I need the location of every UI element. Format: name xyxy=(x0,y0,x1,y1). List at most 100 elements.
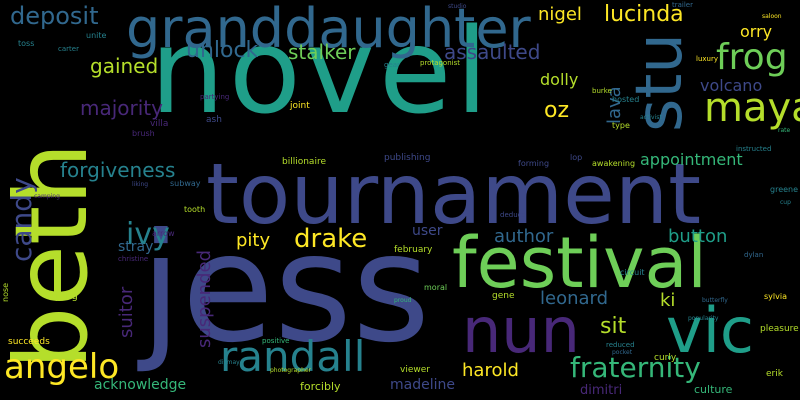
cloud-word: candy xyxy=(5,177,38,262)
cloud-word: positive xyxy=(262,337,290,345)
cloud-word: popularity xyxy=(688,315,719,322)
cloud-word: arrow xyxy=(152,229,175,238)
cloud-word: nose xyxy=(1,282,10,302)
cloud-word: jung xyxy=(56,291,78,302)
cloud-word: moral xyxy=(424,283,448,292)
cloud-word: tournament xyxy=(206,145,702,243)
cloud-word: author xyxy=(494,226,554,247)
cloud-word: erik xyxy=(766,369,783,379)
cloud-word: dismay xyxy=(218,359,240,366)
cloud-word: suspended xyxy=(194,250,215,348)
cloud-word: randall xyxy=(220,332,366,381)
cloud-word: maya xyxy=(704,85,800,131)
cloud-word: succeeds xyxy=(8,337,50,347)
cloud-word: stalker xyxy=(288,40,356,64)
cloud-word: hosted xyxy=(612,95,640,104)
cloud-word: unlock xyxy=(186,38,259,63)
cloud-word: pocket xyxy=(612,349,633,356)
cloud-word: burke xyxy=(592,87,612,95)
cloud-word: billionaire xyxy=(282,157,326,167)
cloud-word: pleasure xyxy=(760,324,799,334)
cloud-word: curly xyxy=(654,353,677,363)
cloud-word: awakening xyxy=(592,159,636,168)
cloud-word: leonard xyxy=(540,288,609,309)
cloud-word: carter xyxy=(58,45,79,53)
cloud-word: stray xyxy=(118,239,154,255)
cloud-word: dolly xyxy=(540,70,579,89)
cloud-word: gained xyxy=(90,54,159,78)
cloud-word: liking xyxy=(132,181,149,188)
cloud-word: fraternity xyxy=(570,351,701,384)
cloud-word: granddaughter xyxy=(126,0,531,60)
cloud-word: novel xyxy=(150,2,493,140)
cloud-word: dimitri xyxy=(580,383,623,398)
cloud-word: brush xyxy=(132,129,155,138)
cloud-word: trailer xyxy=(672,1,693,9)
cloud-word: appointment xyxy=(640,150,743,169)
cloud-word: vic xyxy=(666,294,755,367)
cloud-word: orry xyxy=(740,22,773,41)
cloud-word: acknowledge xyxy=(94,377,187,393)
cloud-word: viewer xyxy=(400,365,430,375)
cloud-word: deduce xyxy=(500,211,526,219)
cloud-word: activist xyxy=(640,114,662,121)
cloud-word: culture xyxy=(694,383,733,396)
cloud-word: lop xyxy=(570,153,583,162)
cloud-word: suitor xyxy=(116,286,137,338)
cloud-word: camping xyxy=(34,193,60,200)
cloud-word: studio xyxy=(448,3,467,10)
cloud-word: photographer xyxy=(270,367,312,374)
cloud-word: ivy xyxy=(126,217,170,252)
cloud-word: villa xyxy=(150,119,169,129)
cloud-word: gene xyxy=(492,291,515,301)
cloud-word: assaulted xyxy=(444,40,541,64)
cloud-word: drake xyxy=(294,224,368,254)
cloud-word: gear xyxy=(384,61,400,69)
cloud-word: cup xyxy=(780,199,791,206)
cloud-word: butterfly xyxy=(702,297,728,304)
cloud-word: dylan xyxy=(744,251,764,259)
cloud-word: nigel xyxy=(538,4,582,25)
cloud-word: publishing xyxy=(384,153,431,163)
cloud-word: nun xyxy=(462,294,580,367)
cloud-word: saloon xyxy=(762,13,782,20)
cloud-word: forcibly xyxy=(300,380,341,393)
cloud-word: frog xyxy=(716,37,788,78)
cloud-word: madeline xyxy=(390,377,455,393)
cloud-word: unite xyxy=(86,31,107,40)
cloud-word: christine xyxy=(118,255,149,263)
cloud-word: type xyxy=(612,121,630,130)
cloud-word: reduced xyxy=(606,341,635,349)
cloud-word: joint xyxy=(290,101,310,111)
cloud-word: partying xyxy=(200,93,230,101)
cloud-word: forgiveness xyxy=(60,158,176,182)
cloud-word: protagonist xyxy=(420,59,460,67)
cloud-word: proud xyxy=(394,297,412,304)
cloud-word: subway xyxy=(170,179,201,188)
cloud-word: forming xyxy=(518,159,550,168)
cloud-word: greene xyxy=(770,185,799,194)
cloud-word: february xyxy=(394,245,433,255)
cloud-word: jess xyxy=(140,202,431,376)
cloud-word: ash xyxy=(206,115,222,125)
cloud-word: instructed xyxy=(736,145,772,153)
cloud-word: button xyxy=(668,226,728,247)
cloud-word: sit xyxy=(600,314,627,339)
cloud-word: sylvia xyxy=(764,292,787,301)
cloud-word: angelo xyxy=(4,347,120,387)
cloud-word: harold xyxy=(462,360,519,381)
cloud-word: rate xyxy=(778,127,791,134)
cloud-word: ki xyxy=(660,290,676,311)
cloud-word: luxury xyxy=(696,55,718,63)
cloud-word: volcano xyxy=(700,76,763,95)
cloud-word: toss xyxy=(18,39,35,48)
cloud-word: user xyxy=(412,223,443,239)
cloud-word: pity xyxy=(236,230,271,251)
cloud-word: majority xyxy=(80,96,163,120)
cloud-word: deposit xyxy=(10,2,99,30)
cloud-word: oz xyxy=(544,98,570,123)
cloud-word: festival xyxy=(452,222,707,304)
cloud-word: circuit xyxy=(620,268,645,277)
cloud-word: tooth xyxy=(184,205,206,214)
